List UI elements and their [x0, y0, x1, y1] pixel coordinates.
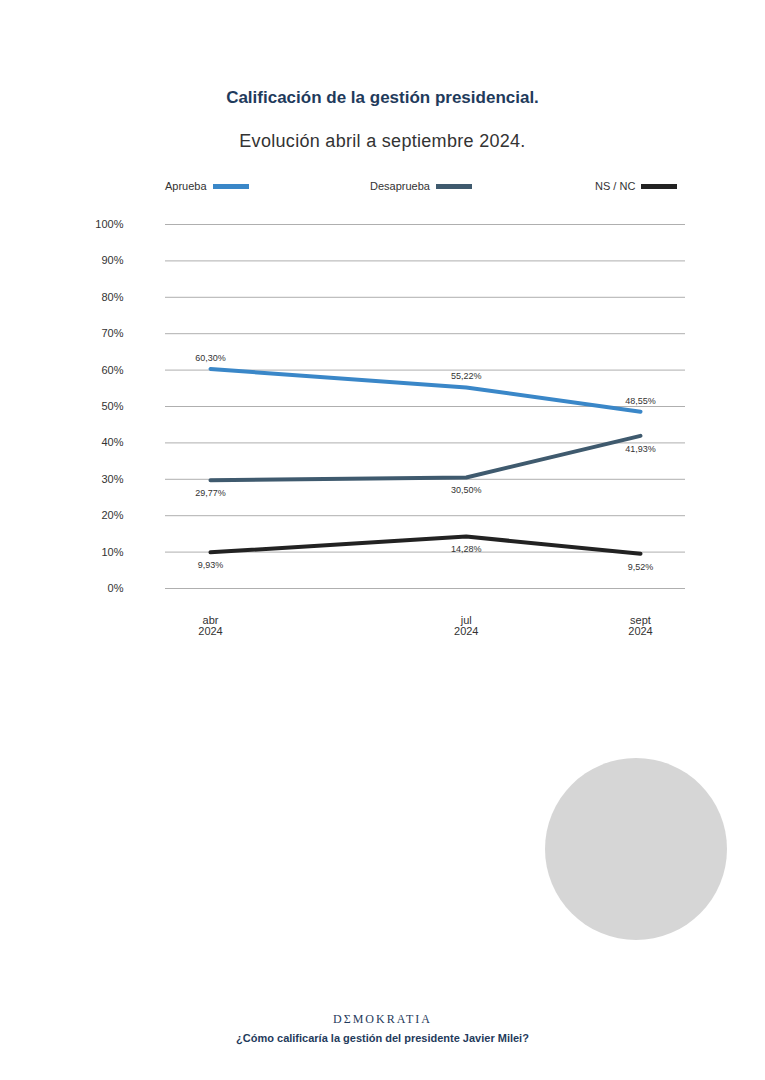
svg-text:14,28%: 14,28%: [451, 544, 482, 554]
svg-text:60,30%: 60,30%: [195, 353, 226, 363]
html-text:Evolución abril a septiembre 2: Evolución abril a septiembre 2024.: [239, 131, 526, 151]
svg-text:sept2024: sept2024: [628, 614, 652, 637]
svg-text:abr2024: abr2024: [198, 614, 222, 637]
html-text:DΣMOKRATIA: DΣMOKRATIA: [333, 1012, 432, 1026]
html-text:¿Cómo calificaría la gestión d: ¿Cómo calificaría la gestión del preside…: [236, 1032, 529, 1044]
svg-text:9,52%: 9,52%: [628, 562, 654, 572]
html-text:NS / NC: NS / NC: [595, 180, 636, 192]
svg-text:70%: 70%: [101, 327, 123, 339]
html-text:Desaprueba: Desaprueba: [370, 180, 430, 192]
svg-text:100%: 100%: [95, 218, 123, 230]
svg-text:48,55%: 48,55%: [625, 396, 656, 406]
svg-text:90%: 90%: [101, 254, 123, 266]
svg-text:40%: 40%: [101, 436, 123, 448]
svg-text:60%: 60%: [101, 364, 123, 376]
svg-text:41,93%: 41,93%: [625, 444, 656, 454]
html-text:Aprueba: Aprueba: [165, 180, 207, 192]
svg-text:10%: 10%: [101, 546, 123, 558]
svg-text:55,22%: 55,22%: [451, 371, 482, 381]
html-text:Calificación de la gestión pre: Calificación de la gestión presidencial.: [226, 88, 539, 107]
svg-text:0%: 0%: [108, 582, 124, 594]
svg-text:30,50%: 30,50%: [451, 485, 482, 495]
svg-text:20%: 20%: [101, 509, 123, 521]
svg-text:30%: 30%: [101, 473, 123, 485]
svg-text:50%: 50%: [101, 400, 123, 412]
svg-text:9,93%: 9,93%: [198, 560, 224, 570]
svg-text:80%: 80%: [101, 291, 123, 303]
svg-text:29,77%: 29,77%: [195, 488, 226, 498]
svg-text:jul2024: jul2024: [454, 614, 478, 637]
